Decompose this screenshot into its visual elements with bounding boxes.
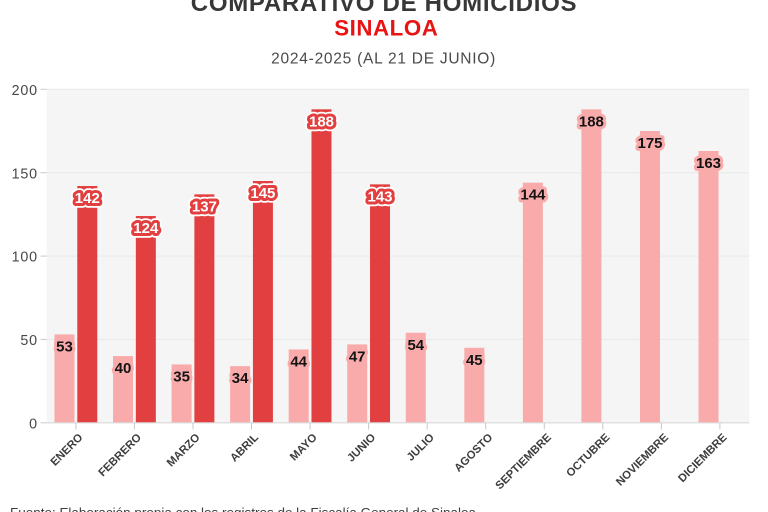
- svg-text:50: 50: [20, 333, 38, 349]
- svg-text:44: 44: [290, 353, 307, 370]
- svg-text:NOVIEMBRE: NOVIEMBRE: [614, 431, 671, 488]
- svg-text:JULIO: JULIO: [405, 431, 437, 463]
- svg-text:150: 150: [12, 166, 38, 182]
- svg-text:JUNIO: JUNIO: [345, 431, 378, 464]
- svg-text:40: 40: [115, 360, 132, 377]
- svg-text:47: 47: [349, 348, 366, 365]
- svg-text:200: 200: [12, 83, 38, 99]
- svg-text:ENERO: ENERO: [49, 431, 86, 468]
- svg-text:34: 34: [232, 370, 249, 387]
- svg-text:ABRIL: ABRIL: [228, 432, 261, 465]
- svg-text:188: 188: [309, 114, 334, 131]
- svg-text:45: 45: [466, 352, 483, 369]
- svg-text:SEPTIEMBRE: SEPTIEMBRE: [493, 431, 554, 492]
- svg-text:0: 0: [29, 416, 38, 432]
- svg-text:COMPARATIVO DE HOMICIDIOS: COMPARATIVO DE HOMICIDIOS: [191, 0, 577, 17]
- svg-text:54: 54: [407, 337, 424, 354]
- svg-text:OCTUBRE: OCTUBRE: [564, 431, 612, 479]
- svg-text:124: 124: [133, 220, 159, 237]
- svg-text:142: 142: [75, 190, 100, 207]
- svg-text:MAYO: MAYO: [288, 431, 320, 463]
- svg-text:145: 145: [250, 185, 275, 202]
- svg-text:2024-2025 (AL 21 DE JUNIO): 2024-2025 (AL 21 DE JUNIO): [271, 50, 496, 67]
- svg-text:100: 100: [12, 250, 38, 266]
- svg-text:FEBRERO: FEBRERO: [96, 431, 144, 479]
- svg-text:175: 175: [637, 135, 662, 152]
- svg-text:DICIEMBRE: DICIEMBRE: [676, 431, 730, 485]
- svg-text:144: 144: [520, 187, 546, 204]
- svg-text:AGOSTO: AGOSTO: [452, 431, 495, 474]
- svg-text:137: 137: [192, 199, 217, 216]
- svg-text:188: 188: [579, 113, 604, 130]
- svg-text:35: 35: [173, 368, 190, 385]
- svg-text:SINALOA: SINALOA: [334, 16, 438, 41]
- svg-text:163: 163: [696, 155, 721, 172]
- svg-text:Fuente: Elaboración propia con: Fuente: Elaboración propia con los regis…: [10, 506, 476, 512]
- svg-text:53: 53: [56, 338, 73, 355]
- svg-text:143: 143: [367, 189, 392, 206]
- svg-text:MARZO: MARZO: [165, 431, 203, 469]
